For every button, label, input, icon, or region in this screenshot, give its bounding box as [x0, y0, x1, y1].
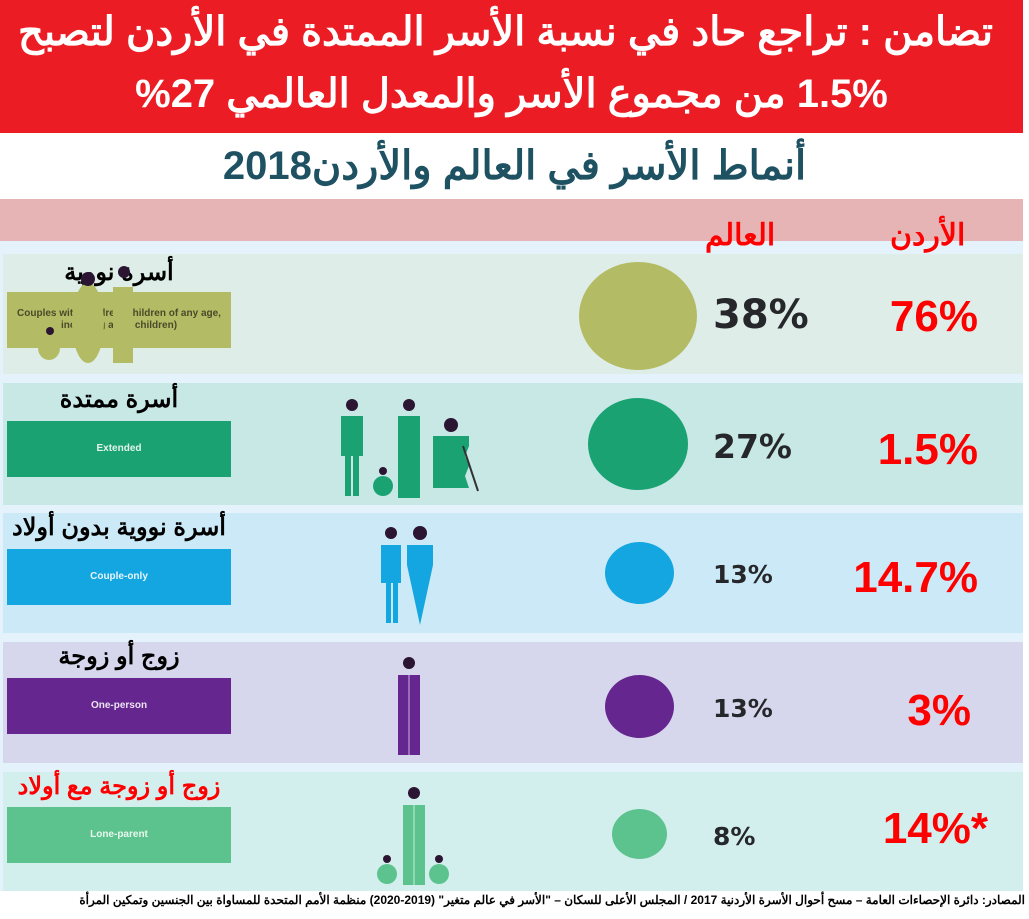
world-value: 8%: [713, 822, 756, 851]
jordan-value: 76%: [889, 292, 978, 341]
headline-banner: تضامن : تراجع حاد في نسبة الأسر الممتدة …: [0, 0, 1023, 133]
table-row-lone-parent: زوج أو زوجة مع أولاد Lone-parent 8% 14%*: [3, 772, 1023, 891]
couple-with-children-illustration-icon: [38, 266, 133, 363]
world-share-circle: [605, 542, 674, 604]
one-person-illustration-icon: [398, 657, 420, 755]
world-share-circle: [588, 398, 688, 490]
table-row-couple-only: أسرة نووية بدون أولاد Couple-only 13% 14…: [3, 513, 1023, 633]
jordan-value: 14%*: [882, 804, 988, 853]
row-label-english: One-person: [7, 678, 231, 734]
row-label-arabic: أسرة ممتدة: [59, 386, 179, 413]
couple-illustration-icon: [381, 526, 433, 625]
jordan-value: 1.5%: [877, 425, 978, 474]
world-share-circle: [612, 809, 667, 859]
world-value: 27%: [713, 427, 792, 466]
header-band: [0, 199, 1023, 241]
row-label-english: Extended: [7, 421, 231, 477]
row-label-english: Couple-only: [7, 549, 231, 605]
table-row-extended: أسرة ممتدة Extended 27% 1.5%: [3, 383, 1023, 505]
world-value: 13%: [713, 694, 773, 723]
jordan-value: 3%: [907, 686, 971, 735]
column-header-jordan: الأردن: [890, 219, 966, 252]
world-share-circle: [579, 262, 697, 370]
chart-title: أنماط الأسر في العالم والأردن2018: [222, 144, 807, 188]
headline-line-2: 1.5% من مجموع الأسر والمعدل العالمي 27%: [135, 72, 888, 116]
row-label-arabic: زوج أو زوجة مع أولاد: [17, 773, 221, 800]
headline-line-1: تضامن : تراجع حاد في نسبة الأسر الممتدة …: [18, 10, 993, 54]
world-value: 38%: [713, 292, 809, 338]
table-row-couples-with-children: أسرة نووية Couples with children (childr…: [3, 254, 1023, 374]
row-label-arabic: زوج أو زوجة: [58, 643, 180, 670]
row-label-arabic: أسرة نووية بدون أولاد: [12, 514, 226, 541]
column-header-world: العالم: [705, 219, 776, 252]
table-row-one-person: زوج أو زوجة One-person 13% 3%: [3, 642, 1023, 763]
jordan-value: 14.7%: [853, 553, 978, 602]
row-label-english: Lone-parent: [7, 807, 231, 863]
extended-family-illustration-icon: [341, 399, 479, 498]
lone-parent-illustration-icon: [377, 787, 449, 885]
world-value: 13%: [713, 560, 773, 589]
source-note: المصادر: دائرة الإحصاءات العامة – مسح أح…: [79, 893, 1025, 907]
world-share-circle: [605, 675, 674, 738]
